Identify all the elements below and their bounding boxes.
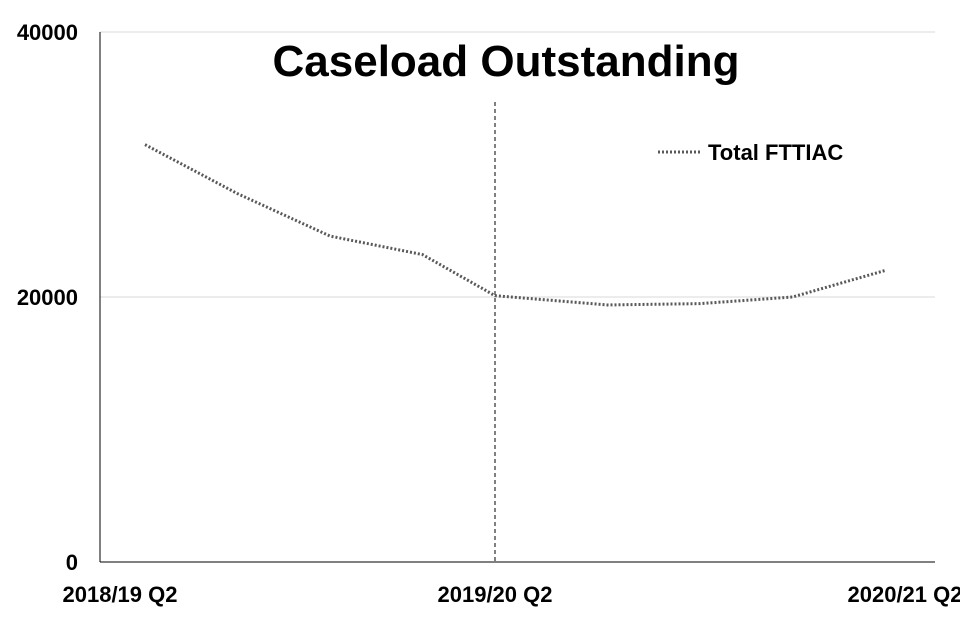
series-line-total-fttiac xyxy=(144,143,886,307)
y-tick-label: 40000 xyxy=(17,20,78,45)
series-layer xyxy=(144,143,886,307)
y-tick-labels: 0 20000 40000 xyxy=(17,20,78,575)
legend-label: Total FTTIAC xyxy=(708,140,843,165)
x-tick-labels: 2018/19 Q2 2019/20 Q2 2020/21 Q2 xyxy=(63,582,960,607)
x-tick-label: 2018/19 Q2 xyxy=(63,582,178,607)
legend: Total FTTIAC xyxy=(658,140,843,165)
y-tick-label: 20000 xyxy=(17,285,78,310)
x-tick-label: 2020/21 Q2 xyxy=(848,582,960,607)
y-tick-label: 0 xyxy=(66,550,78,575)
chart-title: Caseload Outstanding xyxy=(273,37,740,86)
x-tick-label: 2019/20 Q2 xyxy=(438,582,553,607)
